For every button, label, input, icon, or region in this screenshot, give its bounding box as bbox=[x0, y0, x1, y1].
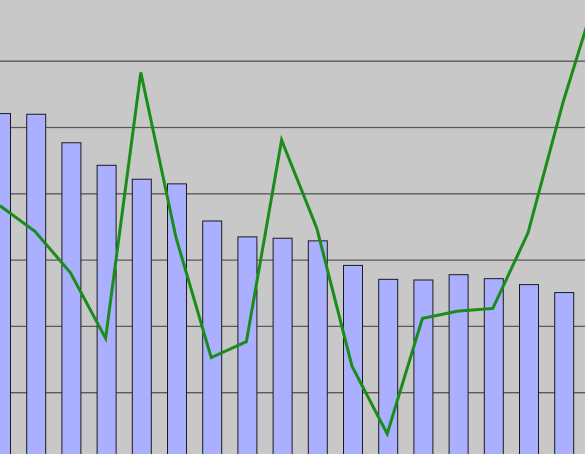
bar bbox=[413, 279, 434, 454]
bar bbox=[61, 142, 82, 454]
bar bbox=[343, 264, 363, 454]
bar bbox=[0, 113, 11, 454]
bar bbox=[272, 237, 293, 454]
bar bbox=[167, 183, 187, 454]
series-line bbox=[0, 26, 585, 438]
bar bbox=[237, 236, 258, 454]
line-series bbox=[0, 26, 585, 438]
bar-series bbox=[0, 113, 575, 454]
bar bbox=[307, 240, 328, 454]
bar bbox=[202, 220, 223, 454]
bar bbox=[131, 178, 152, 454]
bar bbox=[26, 113, 47, 454]
bar bbox=[519, 284, 539, 454]
bar bbox=[96, 164, 117, 454]
bar bbox=[448, 274, 469, 454]
bar bbox=[554, 292, 575, 454]
bar bbox=[483, 278, 504, 454]
